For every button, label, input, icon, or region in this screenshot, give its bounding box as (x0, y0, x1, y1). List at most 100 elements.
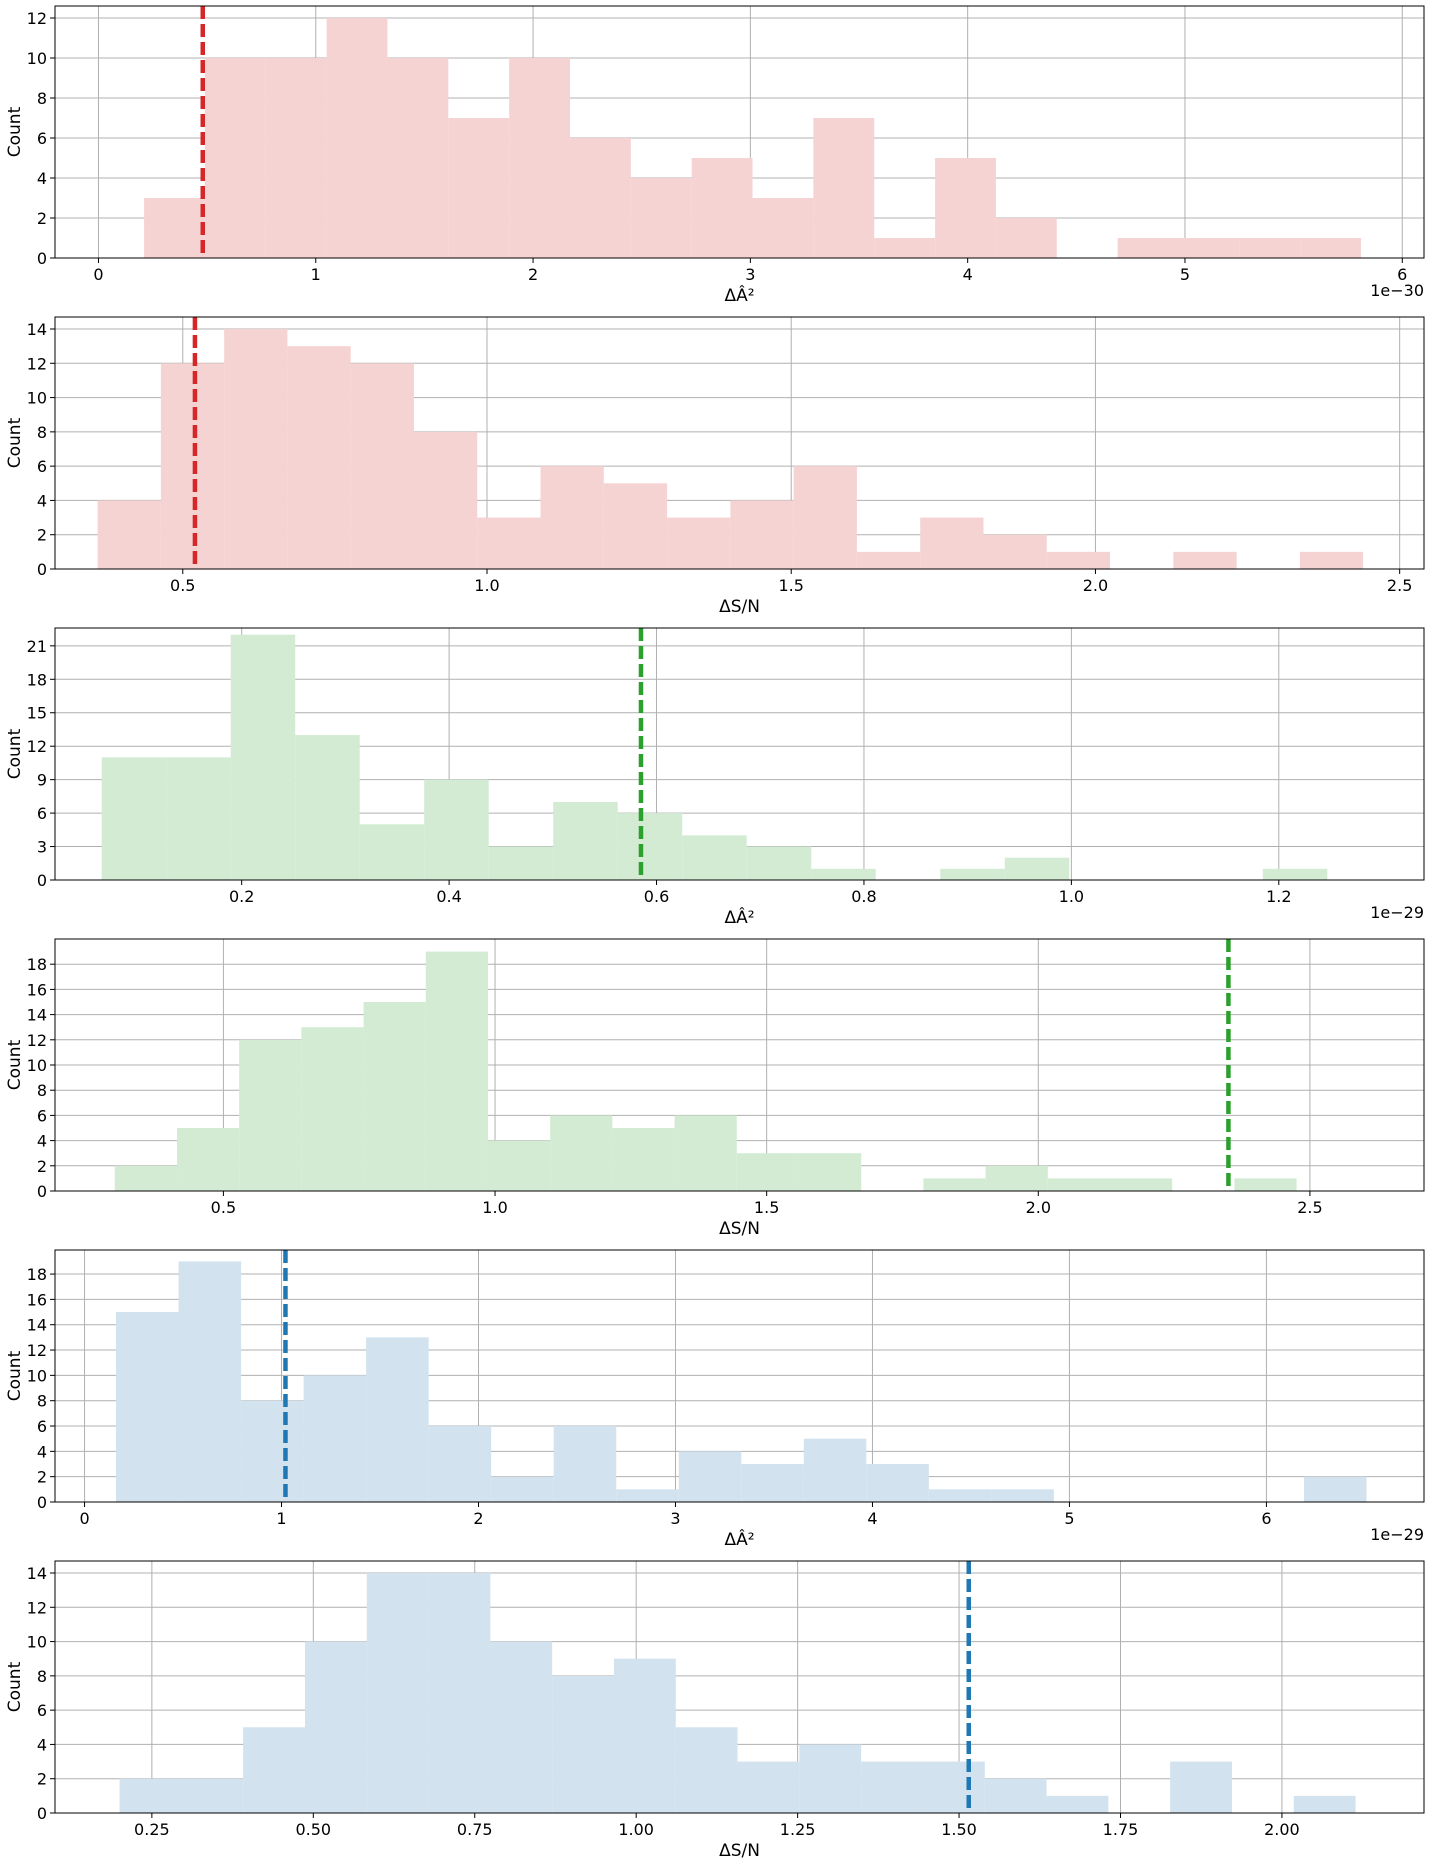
histogram-bar (1300, 238, 1361, 258)
histogram-bar (803, 1438, 867, 1502)
axes-frame (54, 1560, 1425, 1814)
y-tick-label: 16 (27, 980, 47, 999)
histogram-bar (682, 835, 747, 880)
axes-frame (54, 316, 1425, 570)
histogram-bar (667, 517, 731, 569)
y-tick-label: 9 (37, 771, 47, 790)
y-tick-label: 16 (27, 1290, 47, 1309)
y-tick-label: 8 (37, 1081, 47, 1100)
histogram-bar (630, 178, 692, 258)
y-tick-label: 2 (37, 1468, 47, 1487)
x-tick-label: 1.50 (941, 1820, 977, 1839)
histogram-bars (119, 1573, 1356, 1813)
axes-frame (54, 5, 1425, 259)
histogram-bar (301, 1027, 364, 1191)
y-tick-label: 6 (37, 129, 47, 148)
x-tick-label: 3 (670, 1509, 680, 1528)
y-tick-label: 6 (37, 804, 47, 823)
x-axis-label: ΔS/N (719, 597, 760, 617)
x-tick-label: 1.5 (754, 1198, 779, 1217)
y-tick-label: 6 (37, 1106, 47, 1125)
y-tick-label: 4 (37, 169, 47, 188)
y-tick-label: 21 (27, 637, 47, 656)
histogram-bar (861, 1761, 923, 1813)
histogram-bar (736, 1153, 799, 1191)
y-tick-label: 12 (27, 737, 47, 756)
y-axis-label: Count (5, 728, 25, 779)
y-tick-label: 4 (37, 1132, 47, 1151)
histogram-bar (114, 1165, 177, 1191)
histogram-bar (181, 1778, 244, 1813)
histogram-bar (1293, 1795, 1356, 1813)
x-tick-label: 2.00 (1264, 1820, 1300, 1839)
histogram-bar (509, 58, 571, 258)
y-tick-label: 10 (27, 49, 47, 68)
y-tick-label: 8 (37, 89, 47, 108)
y-tick-label: 10 (27, 389, 47, 408)
y-axis-label: Count (5, 417, 25, 468)
histogram-bar (674, 1115, 737, 1191)
histogram-bar (920, 517, 984, 569)
y-axis-label: Count (5, 106, 25, 157)
x-tick-label: 2.0 (1026, 1198, 1051, 1217)
histogram-bar (428, 1426, 492, 1502)
y-tick-label: 8 (37, 423, 47, 442)
histogram-panel-2: 0.5 1.0 1.5 2.0 2.5 0 2 4 6 8 10 12 14 ΔS/N Count (5, 316, 1425, 617)
histogram-bar (488, 846, 554, 880)
x-tick-label: 6 (1397, 265, 1407, 284)
histogram-bar (984, 1778, 1047, 1813)
histogram-panel-4: 0.5 1.0 1.5 2.0 2.5 0 2 4 6 8 10 12 14 16 18 ΔS/N Count (5, 938, 1425, 1239)
histogram-bar (866, 1464, 929, 1502)
x-tick-label: 0.50 (295, 1820, 331, 1839)
y-tick-label: 2 (37, 209, 47, 228)
histogram-bar (553, 1426, 617, 1502)
histogram-bar (1046, 1795, 1109, 1813)
histogram-bar (366, 1573, 429, 1813)
histogram-bar (798, 1153, 862, 1191)
y-tick-label: 12 (27, 9, 47, 28)
x-tick-label: 0 (79, 1509, 89, 1528)
histogram-bar (856, 551, 921, 569)
x-tick-label: 2.5 (1297, 1198, 1322, 1217)
x-offset-label: 1e−30 (1370, 281, 1424, 300)
histogram-bar (746, 846, 812, 880)
histogram-bar (491, 1476, 554, 1502)
y-tick-label: 6 (37, 1417, 47, 1436)
x-tick-label: 5 (1064, 1509, 1074, 1528)
y-axis-label: Count (5, 1350, 25, 1401)
histogram-bars (97, 329, 1364, 569)
histogram-bar (101, 757, 167, 880)
histogram-bar (730, 500, 794, 569)
histogram-bar (1047, 1178, 1110, 1191)
histogram-bar (813, 118, 875, 258)
y-tick-label: 10 (27, 1633, 47, 1652)
histogram-bar (995, 218, 1057, 258)
histogram-bar (1004, 857, 1070, 880)
histogram-bar (540, 466, 604, 569)
y-tick-label: 0 (37, 1182, 47, 1201)
histogram-panel-6: 0.25 0.50 0.75 1.00 1.25 1.50 1.75 2.00 0 2 4 6 8 10 1… (5, 1560, 1425, 1861)
histogram-bar (923, 1178, 986, 1191)
y-tick-label: 12 (27, 1598, 47, 1617)
histogram-bar (359, 824, 425, 880)
x-tick-label: 1.5 (778, 576, 803, 595)
histogram-bar (737, 1761, 800, 1813)
histogram-bar (1109, 1178, 1173, 1191)
y-tick-label: 10 (27, 1056, 47, 1075)
histogram-bar (793, 466, 857, 569)
histogram-bar (204, 58, 266, 258)
y-tick-label: 2 (37, 526, 47, 545)
histogram-bar (303, 1375, 367, 1502)
histogram-bar (678, 1451, 742, 1502)
y-tick-label: 4 (37, 491, 47, 510)
y-axis-label: Count (5, 1661, 25, 1712)
histogram-bar (425, 951, 488, 1191)
histogram-bar (874, 238, 936, 258)
histogram-bar (612, 1128, 675, 1191)
histogram-bar (1239, 238, 1301, 258)
histogram-bar (350, 363, 414, 569)
histogram-bar (1170, 1761, 1232, 1813)
x-tick-label: 1.00 (618, 1820, 654, 1839)
